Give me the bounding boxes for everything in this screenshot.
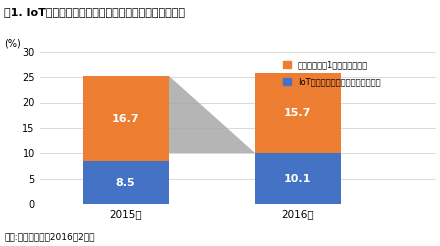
Text: 出典:ガートナー（2016年2月）: 出典:ガートナー（2016年2月）: [4, 232, 95, 241]
Text: 15.7: 15.7: [284, 108, 312, 118]
Text: 16.7: 16.7: [112, 113, 139, 123]
Text: 8.5: 8.5: [116, 178, 136, 187]
Bar: [83, 161, 169, 204]
Text: 図1. IoTの推進体制を確立させている企業の割合の変化: 図1. IoTの推進体制を確立させている企業の割合の変化: [4, 7, 185, 17]
Bar: [255, 153, 341, 204]
Legend: 現在準備中（1年以内に実施）, IoTの専門部署やグループができた: 現在準備中（1年以内に実施）, IoTの専門部署やグループができた: [281, 59, 382, 88]
Text: 10.1: 10.1: [284, 173, 312, 184]
Polygon shape: [169, 76, 255, 153]
Bar: [255, 73, 341, 153]
Text: (%): (%): [4, 39, 21, 49]
Bar: [83, 76, 169, 161]
